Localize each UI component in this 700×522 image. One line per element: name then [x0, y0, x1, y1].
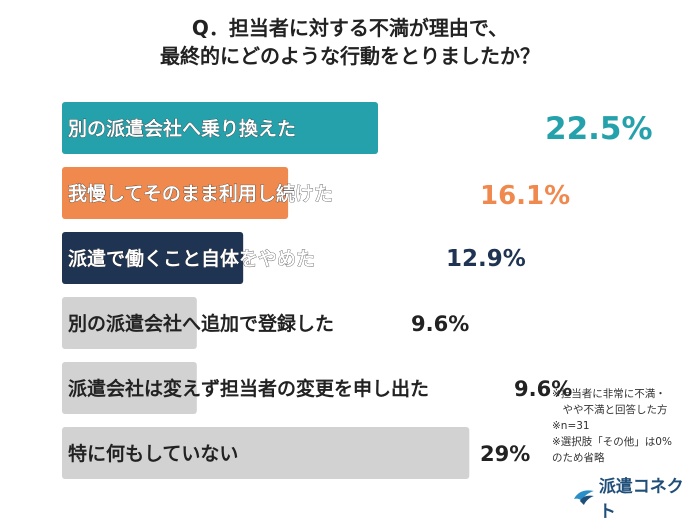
bar — [62, 102, 378, 154]
note-line: ※選択肢「その他」は0% — [552, 436, 672, 448]
note-line: のため省略 — [552, 452, 605, 464]
title-line-2: 最終的にどのような行動をとりましたか？ — [160, 44, 540, 68]
bar-value-label: 22.5% — [545, 111, 653, 147]
bar-category-label: 別の派遣会社へ乗り換えた — [68, 117, 296, 140]
bar-chart: 別の派遣会社へ乗り換えた 22.5% 我慢してそのまま利用し続けた 16.1% 派遣で働… — [62, 102, 653, 479]
bar-category-label: 特に何もしていない — [68, 442, 238, 465]
bar-category-label: 派遣で働くこと自体をやめた — [68, 247, 315, 270]
brand-logo: 派遣コネクト — [572, 472, 700, 522]
chart-title: Q．担当者に対する不満が理由で、 最終的にどのような行動をとりましたか？ — [0, 14, 700, 70]
bar-value-label: 29% — [480, 442, 530, 466]
bar-value-label: 9.6% — [411, 312, 469, 336]
bar-value-label: 16.1% — [480, 181, 570, 211]
bar-category-label: 別の派遣会社へ追加で登録した — [68, 312, 334, 335]
bird-logo-icon — [573, 490, 594, 505]
logo-text: 派遣コネクト — [598, 477, 684, 522]
bar-category-label: 派遣会社は変えず担当者の変更を申し出た — [68, 377, 429, 400]
bar — [62, 232, 244, 284]
bar-category-label: 我慢してそのまま利用し続けた — [68, 182, 333, 205]
bar — [62, 167, 289, 219]
note-line: ※n=31 — [552, 420, 590, 432]
bar — [62, 297, 197, 349]
note-line: やや不満と回答した方 — [552, 404, 668, 416]
bar — [62, 427, 470, 479]
title-line-1: Q．担当者に対する不満が理由で、 — [191, 16, 509, 40]
bar — [62, 362, 197, 414]
bar-value-label: 9.6% — [514, 377, 572, 401]
note-line: ※担当者に非常に不満・ — [552, 388, 666, 400]
bar-value-label: 12.9% — [446, 246, 526, 272]
footnote: ※担当者に非常に不満・ やや不満と回答した方 ※n=31 ※選択肢「その他」は0… — [552, 386, 672, 466]
